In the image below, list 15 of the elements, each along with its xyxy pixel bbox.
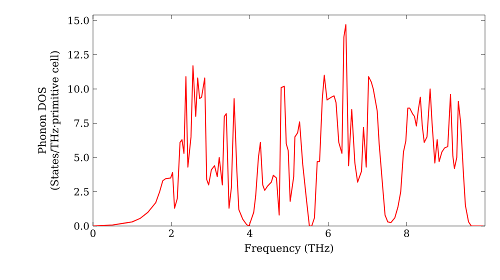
x-tick-label: 0 — [90, 230, 96, 238]
line-series — [93, 24, 484, 226]
y-tick-label: 2.5 — [74, 188, 89, 196]
y-tick-label: 0.0 — [74, 222, 89, 230]
x-tick-label: 2 — [168, 230, 174, 237]
y-tick-label: 7.5 — [74, 120, 89, 127]
y-axis-title: Phonon DOS (States/THz·primitive cell) — [38, 51, 60, 190]
y-tick-label: 15.0 — [68, 16, 89, 24]
y-tick-label: 5.0 — [74, 154, 89, 162]
y-tick-label: 12.5 — [68, 50, 89, 58]
x-tick-label: 4 — [246, 230, 252, 237]
x-tick-label: 6 — [326, 230, 331, 238]
x-axis-title: Frequency (THz) — [244, 244, 334, 254]
y-tick-label: 10.0 — [68, 85, 89, 93]
x-tick-label: 8 — [404, 230, 410, 238]
